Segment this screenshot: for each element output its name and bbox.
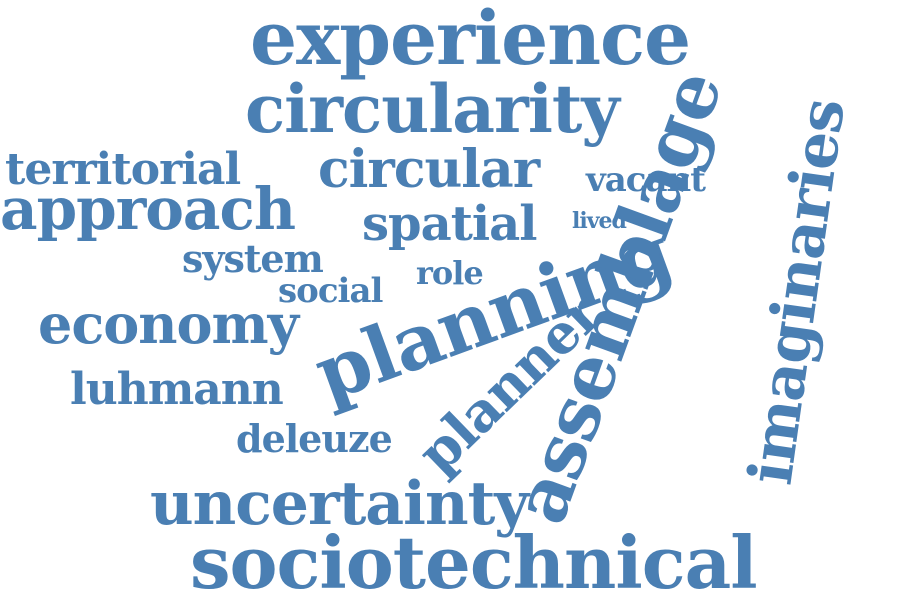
word-spatial: spatial <box>362 196 537 252</box>
word-imaginaries: imaginaries <box>735 94 859 489</box>
word-uncertainty: uncertainty <box>150 469 529 539</box>
word-experience: experience <box>250 0 691 82</box>
word-luhmann: luhmann <box>70 364 284 415</box>
word-circular: circular <box>318 139 540 200</box>
word-economy: economy <box>38 292 299 356</box>
word-deleuze: deleuze <box>236 416 393 461</box>
word-approach: approach <box>0 175 296 243</box>
word-sociotechnical: sociotechnical <box>190 520 758 602</box>
word-lived: lived <box>572 208 627 234</box>
word-role: role <box>416 254 484 292</box>
word-system: system <box>182 236 324 281</box>
word-social: social <box>278 271 383 311</box>
word-circularity: circularity <box>245 70 620 148</box>
word-territorial: territorial <box>5 144 241 195</box>
word-vacant: vacant <box>586 160 706 200</box>
